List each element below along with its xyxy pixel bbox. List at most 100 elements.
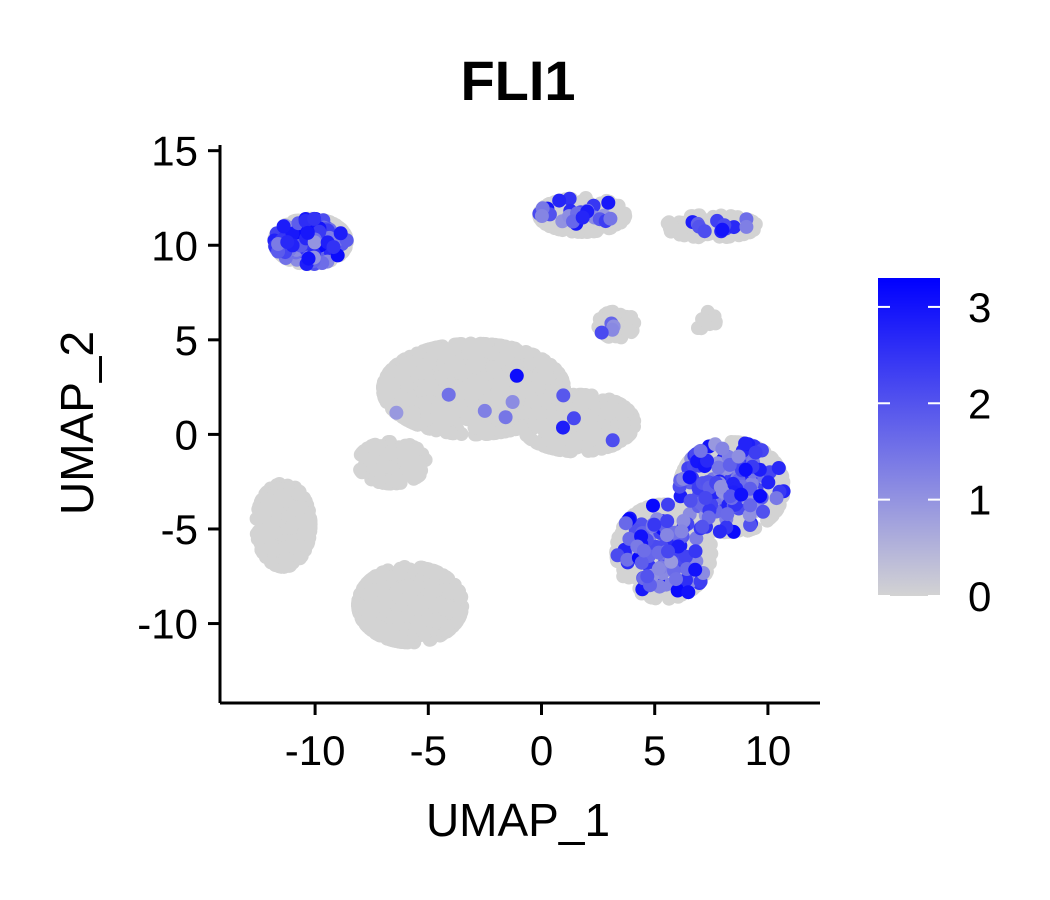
color-bar-tick-label: 3 (968, 284, 991, 331)
data-point (568, 431, 583, 446)
data-point (584, 388, 599, 403)
data-point (505, 344, 520, 359)
y-axis-label: UMAP_2 (51, 331, 103, 515)
data-point (541, 371, 556, 386)
data-point (611, 530, 626, 545)
data-point (532, 418, 547, 433)
data-point (441, 361, 456, 376)
data-point (444, 426, 458, 440)
x-ticks: -10 -5 0 5 10 (285, 703, 792, 774)
data-point (688, 544, 703, 559)
data-point (738, 462, 753, 477)
data-point (303, 517, 318, 532)
data-point (715, 222, 730, 237)
data-point (618, 404, 633, 418)
data-point (477, 403, 492, 418)
data-point (470, 358, 485, 372)
data-point (711, 460, 726, 475)
data-point (396, 453, 411, 468)
data-point (748, 445, 763, 460)
scatter-points (249, 191, 791, 650)
data-point (739, 219, 754, 234)
data-point (410, 441, 424, 456)
data-point (371, 474, 386, 489)
data-point (715, 441, 730, 456)
data-point (389, 405, 404, 420)
data-point (377, 389, 392, 404)
data-point (264, 555, 279, 570)
data-point (510, 358, 525, 373)
data-point (661, 497, 675, 512)
data-point (401, 578, 416, 593)
data-point (414, 560, 429, 575)
data-point (430, 401, 445, 415)
data-point (756, 504, 770, 519)
data-point (400, 635, 415, 650)
data-point (670, 583, 685, 598)
data-point (291, 486, 306, 501)
data-point (422, 355, 437, 370)
data-point (676, 514, 691, 528)
data-point (651, 561, 666, 576)
data-point (731, 449, 746, 464)
data-point (556, 420, 570, 435)
data-point (463, 388, 478, 403)
data-point (353, 462, 368, 477)
data-point (477, 378, 492, 393)
data-point (771, 461, 786, 475)
data-point (634, 555, 649, 570)
data-point (516, 384, 531, 399)
data-point (618, 516, 633, 531)
data-point (738, 436, 753, 451)
data-point (268, 524, 283, 539)
x-tick-label: 10 (745, 727, 792, 774)
color-bar-tick-label: 2 (968, 380, 991, 427)
chart-title: FLI1 (460, 49, 575, 112)
data-point (518, 405, 533, 420)
data-point (617, 416, 632, 431)
data-point (722, 457, 737, 472)
data-point (424, 378, 439, 393)
data-point (396, 391, 411, 406)
data-point (743, 498, 758, 513)
data-point (385, 460, 400, 475)
data-point (403, 355, 418, 370)
data-point (605, 322, 620, 337)
data-point (761, 475, 776, 490)
data-point (575, 420, 590, 435)
data-point (594, 441, 609, 456)
data-point (447, 337, 462, 352)
data-point (593, 428, 608, 443)
data-point (605, 433, 620, 448)
data-point (601, 195, 616, 210)
data-point (420, 412, 435, 427)
data-point (635, 502, 650, 517)
data-point (505, 395, 520, 409)
data-point (476, 423, 491, 438)
data-point (566, 388, 581, 403)
y-tick-label: 0 (175, 411, 198, 458)
data-point (661, 544, 675, 559)
data-point (292, 551, 307, 566)
data-point (254, 542, 269, 557)
y-tick-label: 5 (175, 317, 198, 364)
data-point (723, 489, 738, 504)
data-point (665, 219, 680, 234)
data-point (449, 402, 463, 417)
data-point (333, 226, 348, 241)
data-point (704, 546, 719, 561)
data-point (486, 364, 501, 379)
data-point (696, 313, 711, 328)
data-point (440, 584, 455, 599)
data-point (438, 570, 453, 585)
y-tick-label: -10 (137, 601, 198, 648)
data-point (280, 235, 295, 250)
data-point (383, 473, 397, 488)
data-point (769, 491, 784, 506)
data-point (683, 493, 698, 508)
data-point (437, 601, 452, 616)
data-point (698, 491, 713, 505)
x-tick-label: 0 (530, 727, 553, 774)
data-point (636, 543, 651, 558)
